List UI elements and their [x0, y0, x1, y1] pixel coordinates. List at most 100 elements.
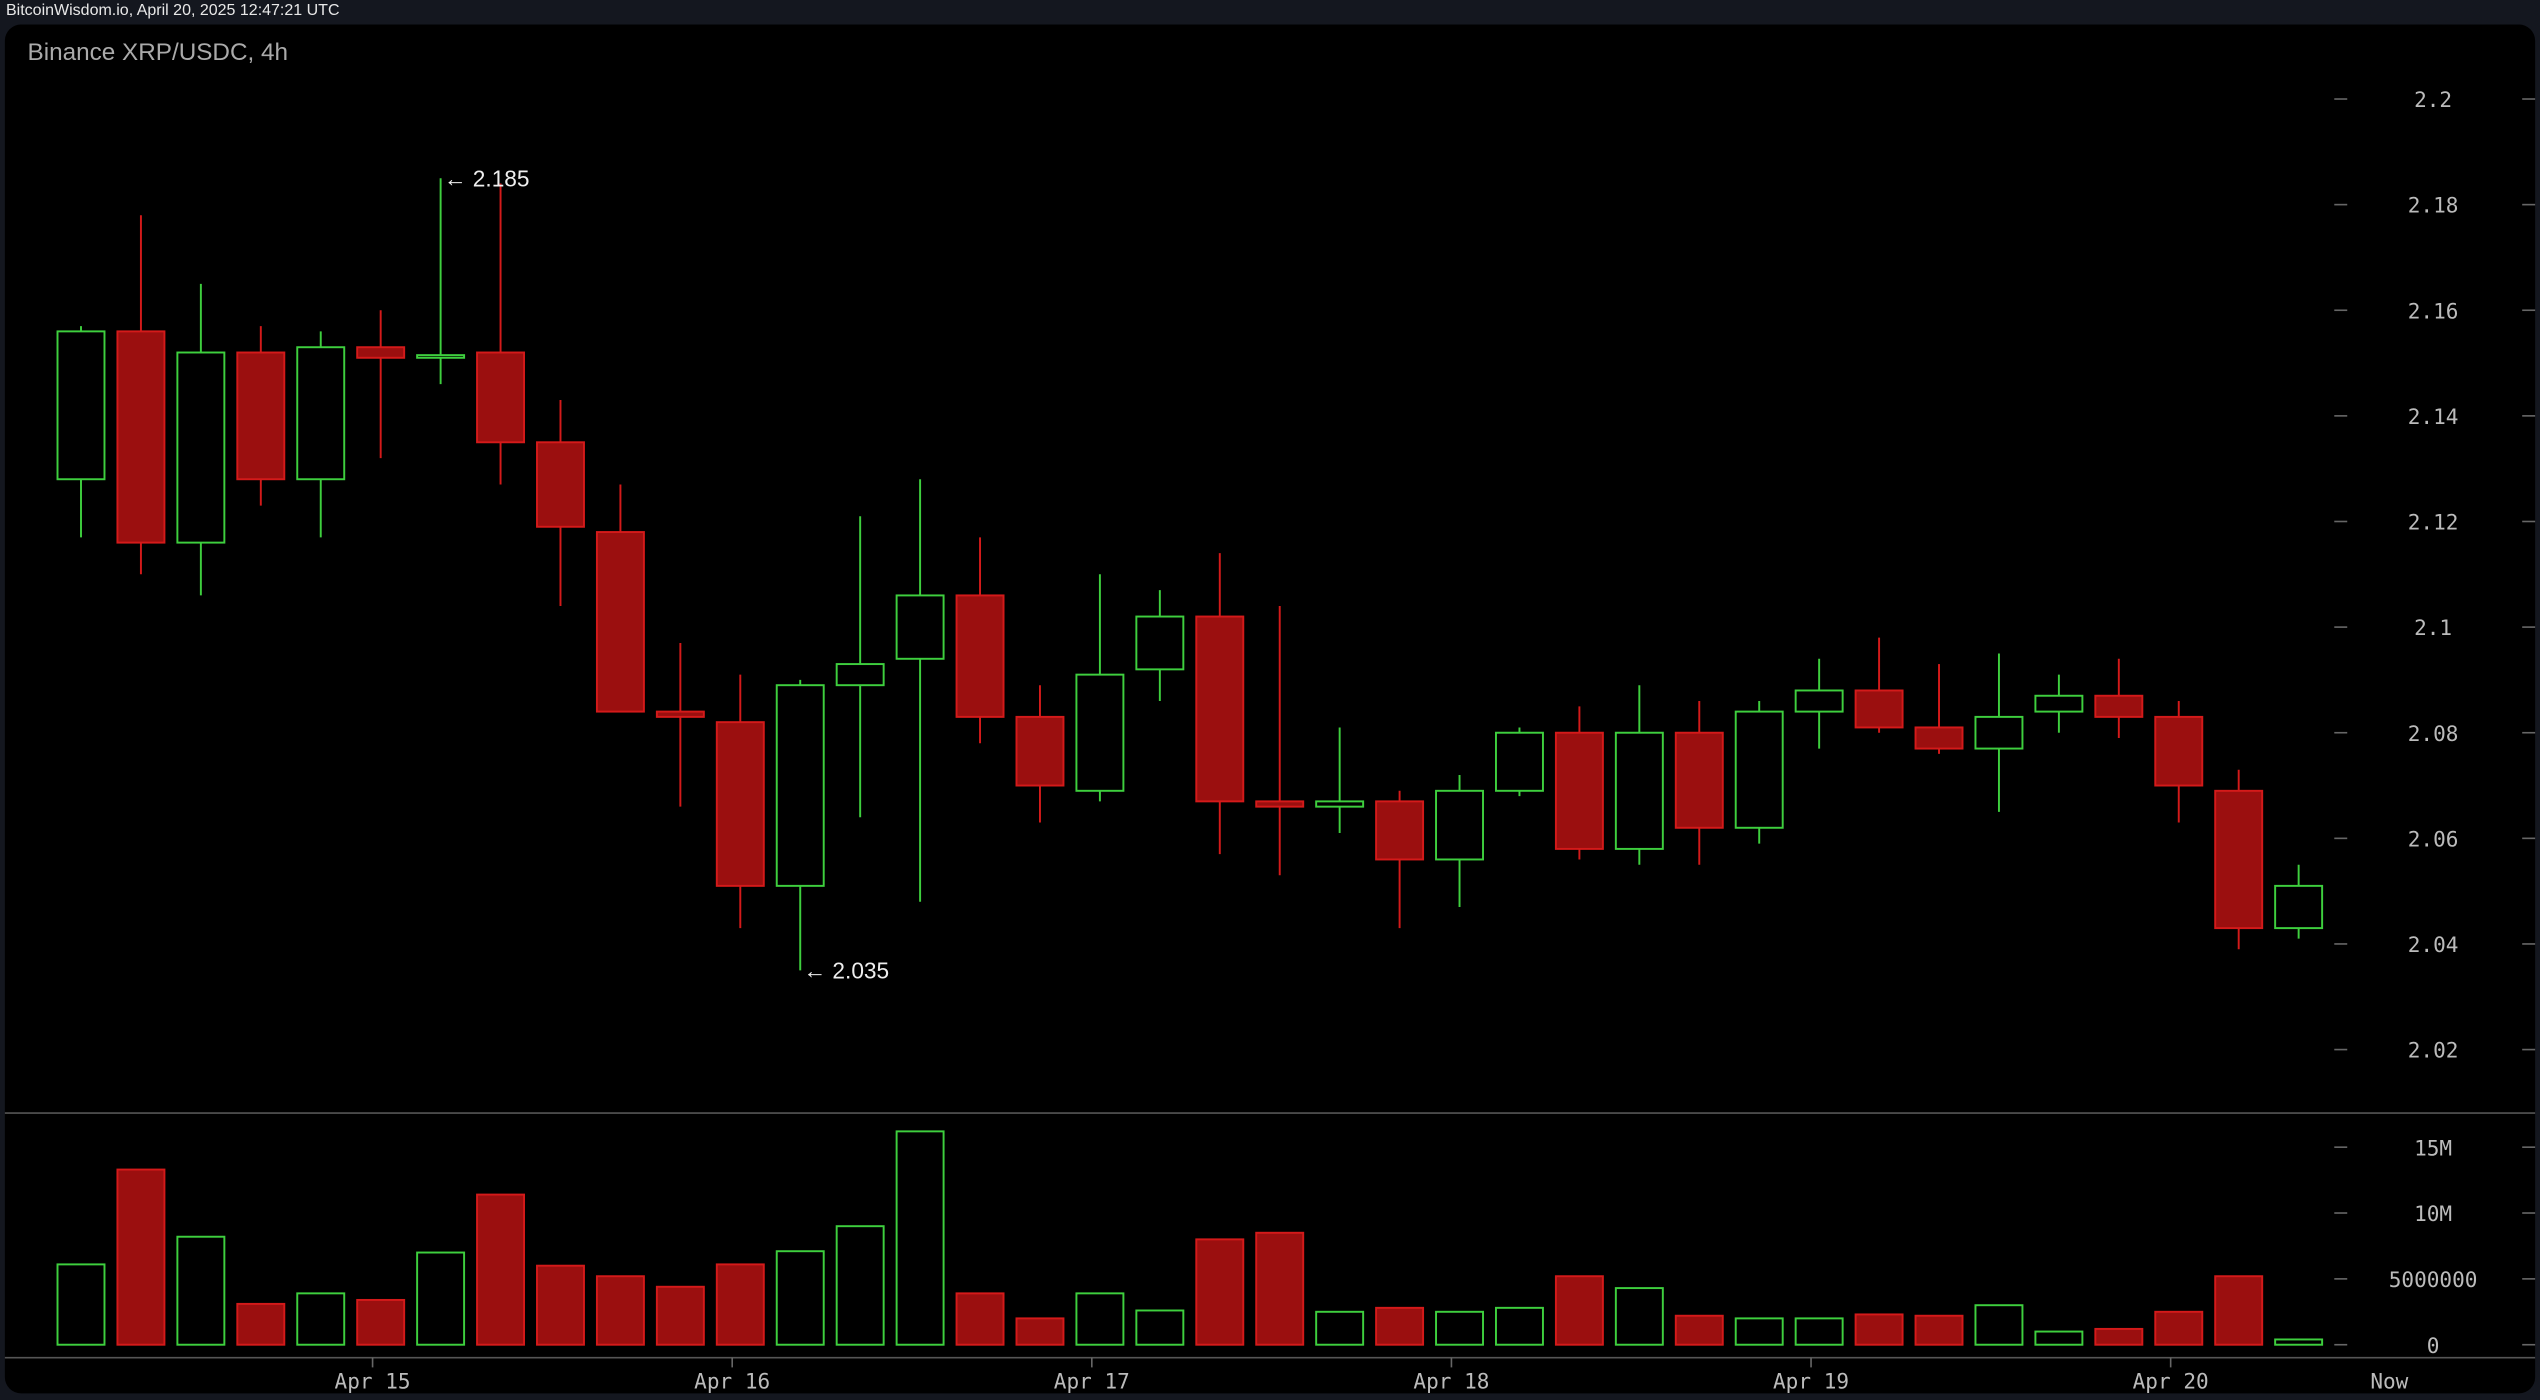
volume-tick-label: 15M: [2414, 1135, 2452, 1160]
candle-body: [1614, 731, 1664, 850]
volume-bar: [2274, 1338, 2324, 1346]
volume-bar: [1794, 1317, 1844, 1346]
bullish-candle: [1495, 727, 1544, 797]
candle-body: [1135, 615, 1185, 671]
x-tick-label: Apr 18: [1413, 1368, 1489, 1393]
candle-body: [1974, 715, 2024, 750]
candle-body: [476, 351, 526, 444]
x-tick-label: Now: [2370, 1368, 2408, 1393]
candle-body: [1375, 800, 1425, 861]
candle-body: [1315, 800, 1365, 808]
candle-body: [2214, 789, 2264, 930]
volume-bar: [1974, 1304, 2024, 1346]
bearish-candle: [356, 310, 406, 459]
candle-body: [1854, 689, 1904, 729]
volume-bar: [356, 1298, 406, 1346]
y-tick-label: 2.2: [2414, 87, 2452, 112]
candle-body: [2094, 694, 2144, 718]
x-tick-label: Apr 15: [335, 1368, 411, 1393]
volume-bar: [1554, 1275, 1604, 1346]
volume-bar: [1674, 1314, 1724, 1346]
bullish-candle: [296, 331, 346, 538]
bearish-candle: [1554, 706, 1604, 860]
bearish-candle: [1375, 790, 1425, 929]
candle-body: [1075, 673, 1125, 792]
volume-bar: [56, 1263, 106, 1346]
chart-title: Binance XRP/USDC, 4h: [28, 39, 288, 66]
volume-bar: [775, 1250, 825, 1346]
bullish-candle: [775, 679, 825, 971]
volume-tick-label: 0: [2427, 1333, 2440, 1358]
volume-bar: [1854, 1313, 1904, 1346]
candle-body: [2154, 715, 2204, 787]
bearish-candle: [1015, 685, 1065, 823]
bearish-candle: [2094, 658, 2144, 739]
volume-bar: [595, 1275, 645, 1346]
source-timestamp: BitcoinWisdom.io, April 20, 2025 12:47:2…: [6, 2, 340, 19]
y-tick-label: 2.16: [2408, 298, 2459, 323]
volume-bar: [1495, 1306, 1544, 1346]
candle-body: [1495, 731, 1544, 792]
bullish-candle: [416, 178, 466, 385]
bearish-candle: [2154, 701, 2204, 823]
x-tick-label: Apr 17: [1054, 1368, 1130, 1393]
candle-body: [296, 346, 346, 481]
volume-bar: [476, 1193, 526, 1346]
y-tick-label: 2.04: [2408, 932, 2459, 957]
volume-bar: [655, 1285, 705, 1346]
volume-bar: [715, 1263, 765, 1346]
candle-body: [2274, 884, 2324, 930]
candle-body: [1734, 710, 1784, 829]
volume-bar: [116, 1168, 166, 1346]
bearish-candle: [2214, 769, 2264, 950]
volume-bar: [176, 1235, 226, 1346]
volume-bar: [895, 1130, 945, 1346]
candle-body: [356, 346, 406, 359]
bearish-candle: [1674, 701, 1724, 865]
volume-bar: [2154, 1310, 2204, 1346]
candle-body: [416, 354, 466, 359]
candle-body: [1015, 715, 1065, 787]
candle-body: [1914, 726, 1964, 750]
bullish-candle: [1075, 574, 1125, 802]
bullish-candle: [2274, 864, 2324, 939]
bullish-candle: [1435, 774, 1484, 907]
candle-body: [2034, 694, 2084, 713]
y-tick-label: 2.08: [2408, 721, 2459, 746]
volume-bar: [1914, 1314, 1964, 1346]
bearish-candle: [476, 183, 526, 485]
y-tick-label: 2.06: [2408, 826, 2459, 851]
y-tick-label: 2.12: [2408, 510, 2459, 535]
bullish-candle: [2034, 674, 2084, 733]
bullish-candle: [1974, 653, 2024, 812]
y-tick-label: 2.02: [2408, 1038, 2459, 1063]
volume-bar: [1614, 1287, 1664, 1346]
bearish-candle: [595, 484, 645, 713]
candle-body: [536, 441, 585, 528]
price-annotation: ← 2.185: [444, 165, 530, 191]
bullish-candle: [56, 326, 106, 538]
chart-panel: [4, 24, 2536, 1394]
candle-body: [775, 684, 825, 887]
candle-body: [1674, 731, 1724, 829]
x-tick-label: Apr 20: [2133, 1368, 2209, 1393]
volume-bar: [955, 1292, 1005, 1346]
volume-bar: [416, 1251, 466, 1346]
bearish-candle: [116, 215, 166, 575]
candle-body: [835, 663, 885, 687]
x-tick-label: Apr 19: [1773, 1368, 1849, 1393]
candle-body: [715, 721, 765, 887]
candle-body: [116, 330, 166, 544]
volume-tick-label: 10M: [2414, 1201, 2452, 1226]
volume-bar: [1195, 1238, 1245, 1346]
volume-bar: [2094, 1327, 2144, 1346]
candle-body: [1435, 789, 1484, 861]
candle-body: [655, 710, 705, 718]
bearish-candle: [655, 642, 705, 807]
volume-bar: [536, 1264, 585, 1346]
volume-bar: [835, 1225, 885, 1346]
candle-body: [236, 351, 286, 481]
bullish-candle: [1734, 701, 1784, 844]
volume-bar: [1734, 1317, 1784, 1346]
bearish-candle: [1914, 664, 1964, 754]
